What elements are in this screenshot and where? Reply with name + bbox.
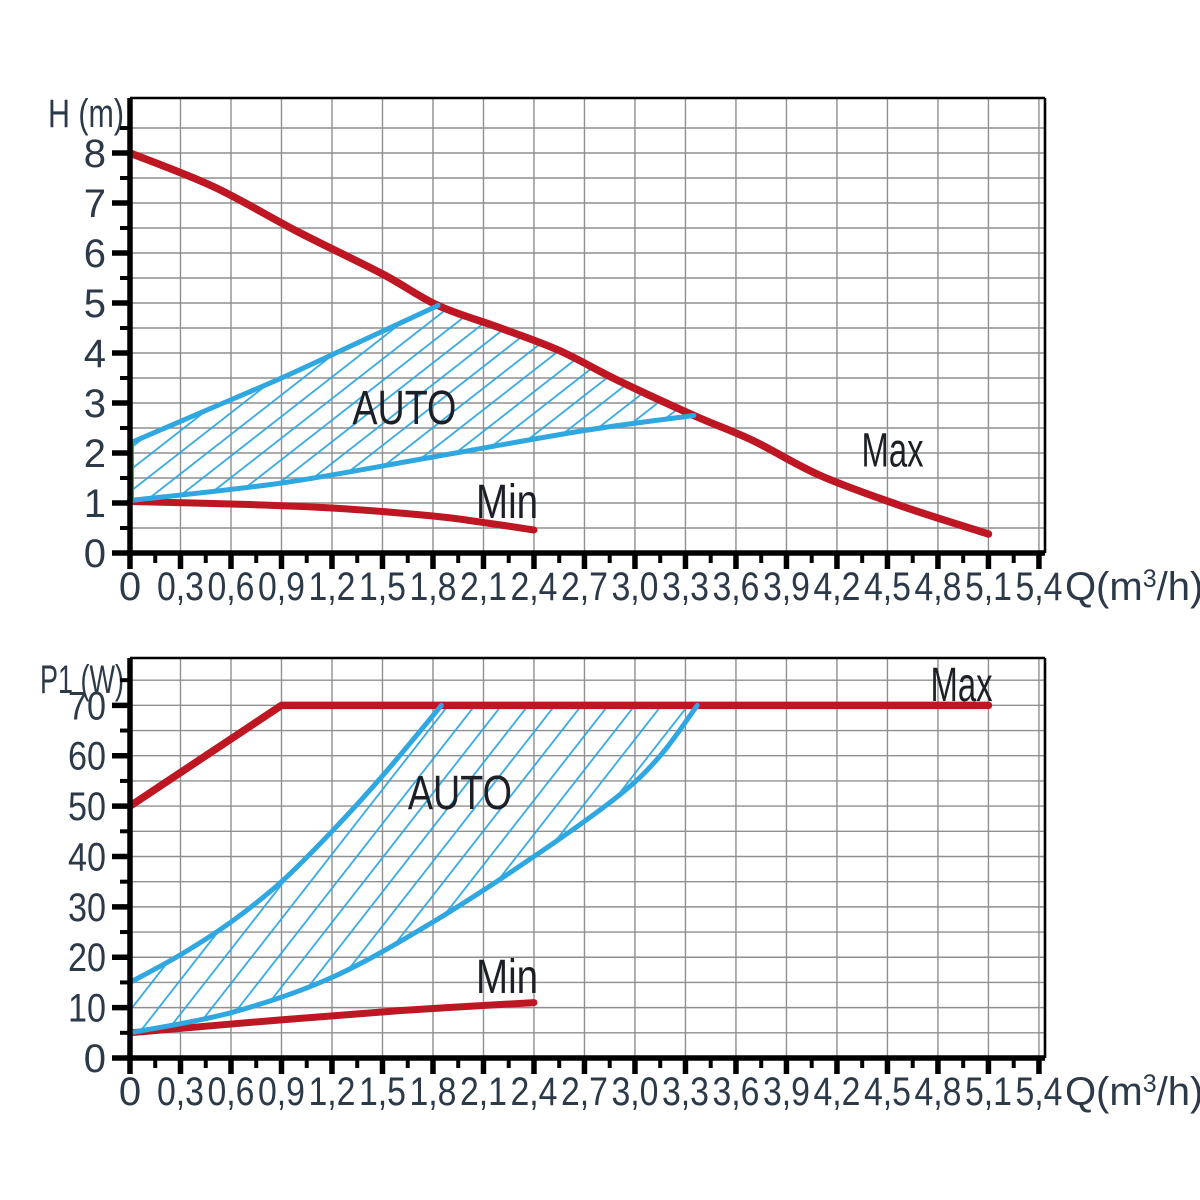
head-chart-auto-region [130, 305, 694, 501]
power-chart-auto-region [130, 705, 698, 1033]
power-chart-x-tick-label: 3,0 [611, 1070, 658, 1114]
power-chart-y-tick-label: 0 [84, 1037, 106, 1081]
power-chart-y-tick-label: 20 [68, 936, 106, 980]
head-chart-x-tick-label: 0,9 [258, 565, 305, 609]
head-chart-y-tick-label: 2 [84, 432, 106, 476]
head-chart-y-tick-label: 4 [84, 332, 106, 376]
head-chart-x-tick-label: 0,6 [207, 565, 254, 609]
head-chart-x-tick-label: 3,3 [662, 565, 709, 609]
power-chart-y-tick-label: 30 [68, 886, 106, 930]
power-chart-min-curve [126, 999, 538, 1037]
head-chart-auto-lower-curve [127, 413, 697, 503]
power-chart-axes [127, 658, 1045, 1061]
head-chart-x-tick-label: 2,1 [460, 565, 507, 609]
power-chart-x-tick-label: 4,5 [864, 1070, 911, 1114]
power-chart-x-tick-label: 2,1 [460, 1070, 507, 1114]
head-chart-x-tick-label: 5,1 [965, 565, 1012, 609]
head-chart-x-tick-label: 3,6 [712, 565, 759, 609]
power-chart-x-tick-label: 3,6 [712, 1070, 759, 1114]
head-chart-y-axis-title: H (m) [48, 92, 124, 136]
power-chart-x-tick-label: 5,4 [1015, 1070, 1062, 1114]
head-chart-y-tick-label: 8 [84, 132, 106, 176]
head-chart-x-tick-label: 2,7 [561, 565, 608, 609]
power-chart-x-tick-label: 1,5 [359, 1070, 406, 1114]
head-chart-x-tick-label: 0,3 [157, 565, 204, 609]
power-chart-y-ticks: 0 10 20 30 40 50 60 70 [68, 678, 130, 1081]
head-chart-x-axis-title: Q(m3/h) [1065, 565, 1200, 609]
head-chart-y-tick-label: 5 [84, 282, 106, 326]
power-chart-x-tick-label: 4,8 [914, 1070, 961, 1114]
power-chart-x-tick-label: 1,8 [409, 1070, 456, 1114]
power-chart-auto-upper-curve [127, 702, 444, 985]
head-chart-x-tick-label: 1,5 [359, 565, 406, 609]
head-chart-x-tick-label: 4,5 [864, 565, 911, 609]
power-chart-x-tick-label: 4,2 [813, 1070, 860, 1114]
power-chart-y-tick-label: 10 [68, 987, 106, 1031]
power-chart-x-tick-label: 0,9 [258, 1070, 305, 1114]
power-chart-y-tick-label: 40 [68, 835, 106, 879]
power-chart-frame [130, 656, 1047, 1058]
head-chart-max-label: Max [862, 425, 924, 478]
power-chart-y-tick-label: 60 [68, 735, 106, 779]
head-chart-y-tick-label: 3 [84, 382, 106, 426]
head-chart-frame [130, 96, 1047, 553]
power-chart-max-label: Max [931, 659, 993, 712]
power-chart-x-tick-label: 0,6 [207, 1070, 254, 1114]
power-chart-x-tick-label: 5,1 [965, 1070, 1012, 1114]
power-chart-max-curve [126, 701, 993, 810]
power-chart-x-axis-title: Q(m3/h) [1065, 1070, 1200, 1114]
head-chart-max-curve [126, 149, 993, 538]
power-chart-x-tick-label: 1,2 [308, 1070, 355, 1114]
power-chart-x-tick-label: 0,3 [157, 1070, 204, 1114]
power-chart: P1 (W) 0 0,3 0,6 0,9 1,2 1,5 1,8 2,1 2,4 2,7 3,0 3,… [40, 656, 1200, 1114]
head-chart-x-tick-label: 1,8 [409, 565, 456, 609]
power-chart-x-tick-label: 0 [119, 1070, 141, 1114]
power-chart-y-tick-label: 70 [68, 684, 106, 728]
head-chart: H (m) 0 0,3 0,6 0,9 1,2 1,5 1,8 2,1 2,4 2,7 3,0 3,3… [48, 92, 1200, 609]
head-chart-min-curve [126, 498, 538, 534]
head-chart-y-tick-label: 6 [84, 232, 106, 276]
head-chart-y-tick-label: 7 [84, 182, 106, 226]
power-chart-y-axis-title: P1 (W) [40, 658, 124, 702]
head-chart-x-tick-label: 5,4 [1015, 565, 1062, 609]
head-chart-y-ticks: 0 1 2 3 4 5 6 7 8 [84, 126, 130, 576]
head-chart-x-ticks: 0 0,3 0,6 0,9 1,2 1,5 1,8 2,1 2,4 2,7 3,0 3,3 3,6 3,9… [119, 555, 1062, 609]
power-chart-y-tick-label: 50 [68, 785, 106, 829]
head-chart-auto-upper-curve [127, 303, 441, 446]
power-chart-min-label: Min [476, 951, 538, 1004]
head-chart-x-tick-label: 4,2 [813, 565, 860, 609]
power-chart-x-tick-label: 3,3 [662, 1070, 709, 1114]
head-chart-x-tick-label: 0 [119, 565, 141, 609]
power-chart-auto-lower-curve [127, 702, 700, 1036]
power-chart-x-tick-label: 2,7 [561, 1070, 608, 1114]
head-chart-y-tick-label: 1 [84, 482, 106, 526]
power-chart-x-ticks: 0 0,3 0,6 0,9 1,2 1,5 1,8 2,1 2,4 2,7 3,0 3,3 3,6 3,9… [119, 1060, 1062, 1114]
power-chart-x-tick-label: 3,9 [763, 1070, 810, 1114]
head-chart-y-tick-label: 0 [84, 532, 106, 576]
head-chart-x-tick-label: 2,4 [510, 565, 557, 609]
power-chart-auto-label: AUTO [408, 767, 512, 820]
head-chart-x-tick-label: 3,9 [763, 565, 810, 609]
head-chart-x-tick-label: 1,2 [308, 565, 355, 609]
head-chart-x-tick-label: 3,0 [611, 565, 658, 609]
head-chart-min-label: Min [476, 476, 538, 529]
head-chart-x-tick-label: 4,8 [914, 565, 961, 609]
power-chart-x-tick-label: 2,4 [510, 1070, 557, 1114]
head-chart-auto-label: AUTO [352, 382, 456, 435]
